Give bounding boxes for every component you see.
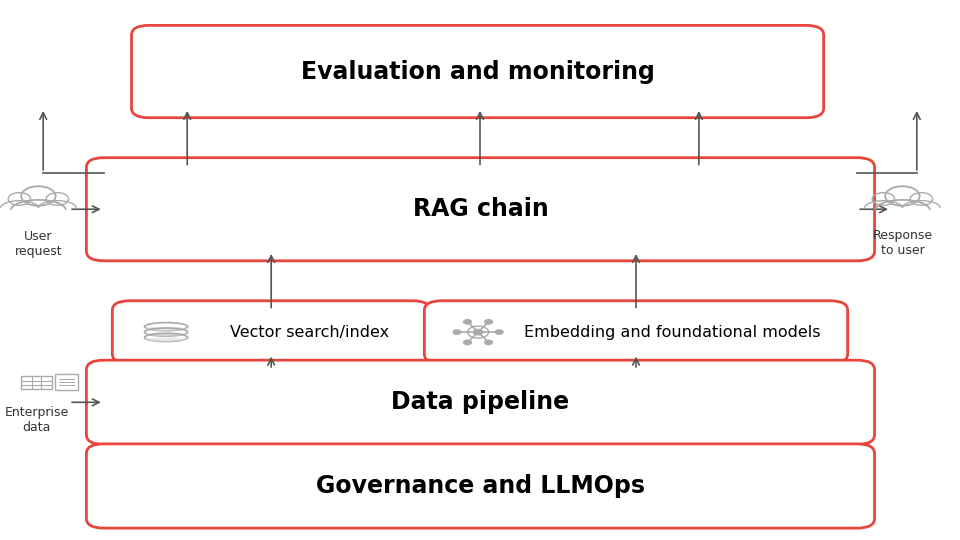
Text: Embedding and foundational models: Embedding and foundational models: [524, 325, 821, 340]
Text: User
request: User request: [14, 230, 62, 258]
FancyBboxPatch shape: [55, 374, 78, 390]
FancyBboxPatch shape: [21, 376, 52, 389]
Ellipse shape: [145, 327, 188, 331]
FancyBboxPatch shape: [132, 25, 824, 118]
Circle shape: [453, 330, 461, 334]
FancyBboxPatch shape: [86, 444, 875, 528]
Text: Response
to user: Response to user: [873, 230, 932, 258]
Circle shape: [485, 340, 492, 345]
Circle shape: [473, 329, 483, 335]
Circle shape: [464, 340, 471, 345]
Circle shape: [485, 320, 492, 324]
Ellipse shape: [145, 338, 188, 342]
FancyBboxPatch shape: [112, 301, 430, 363]
Circle shape: [464, 320, 471, 324]
Text: Data pipeline: Data pipeline: [392, 390, 569, 414]
Circle shape: [495, 330, 503, 334]
Ellipse shape: [145, 332, 188, 336]
Text: RAG chain: RAG chain: [413, 197, 548, 221]
Text: Vector search/index: Vector search/index: [230, 325, 389, 340]
FancyBboxPatch shape: [86, 158, 875, 261]
Text: Enterprise
data: Enterprise data: [5, 406, 68, 434]
FancyBboxPatch shape: [424, 301, 848, 363]
Text: Evaluation and monitoring: Evaluation and monitoring: [300, 59, 655, 84]
Text: Governance and LLMOps: Governance and LLMOps: [316, 474, 645, 498]
FancyBboxPatch shape: [86, 360, 875, 444]
